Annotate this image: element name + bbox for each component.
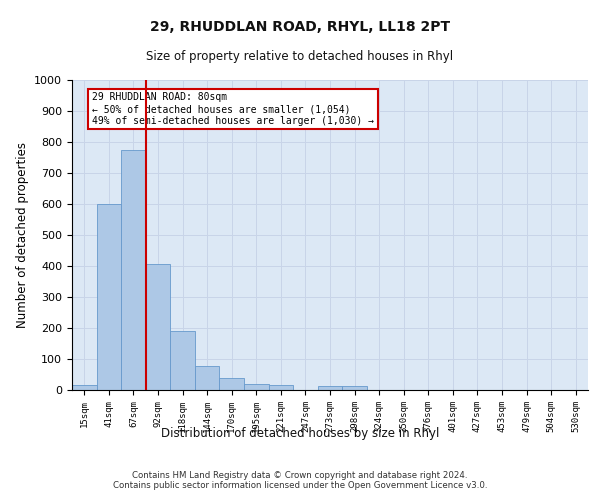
Bar <box>195 366 220 390</box>
Text: 29 RHUDDLAN ROAD: 80sqm
← 50% of detached houses are smaller (1,054)
49% of semi: 29 RHUDDLAN ROAD: 80sqm ← 50% of detache… <box>92 92 374 126</box>
Bar <box>269 386 293 390</box>
Bar <box>318 386 342 390</box>
Bar <box>97 204 121 390</box>
Bar <box>121 150 146 390</box>
Bar <box>170 331 195 390</box>
Bar <box>146 264 170 390</box>
Text: Contains HM Land Registry data © Crown copyright and database right 2024.
Contai: Contains HM Land Registry data © Crown c… <box>113 470 487 490</box>
Bar <box>342 386 367 390</box>
Text: 29, RHUDDLAN ROAD, RHYL, LL18 2PT: 29, RHUDDLAN ROAD, RHYL, LL18 2PT <box>150 20 450 34</box>
Bar <box>220 378 244 390</box>
Text: Distribution of detached houses by size in Rhyl: Distribution of detached houses by size … <box>161 428 439 440</box>
Bar <box>244 384 269 390</box>
Bar <box>72 386 97 390</box>
Y-axis label: Number of detached properties: Number of detached properties <box>16 142 29 328</box>
Text: Size of property relative to detached houses in Rhyl: Size of property relative to detached ho… <box>146 50 454 63</box>
